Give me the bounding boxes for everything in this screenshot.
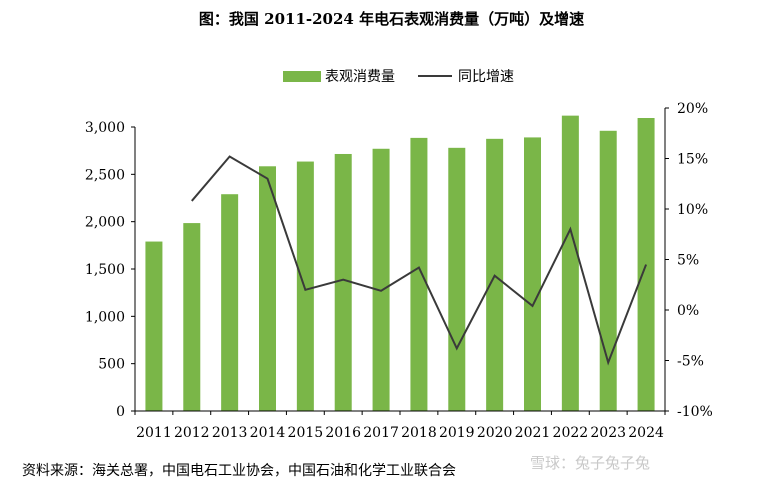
left-axis-tick-label: 0 [116,404,125,420]
bar-2017 [372,148,390,412]
x-axis-tick-label: 2022 [553,425,589,441]
x-axis-tick-label: 2013 [212,425,248,441]
source-note: 资料来源：海关总署，中国电石工业协会，中国石油和化学工业联合会 [22,463,456,479]
right-axis-tick-label: -5% [677,354,704,370]
bar-2012 [183,223,201,411]
bar-2013 [221,194,239,411]
x-axis-tick-label: 2020 [477,425,513,441]
x-axis-tick-label: 2012 [174,425,210,441]
legend-label-consumption: 表观消费量 [325,69,395,85]
legend-item-consumption: 表观消费量 [283,66,395,86]
right-axis-tick-label: 0% [677,303,699,319]
left-axis-tick-label: 3,000 [85,120,125,136]
x-axis-tick-label: 2017 [363,425,399,441]
right-axis-tick-label: 10% [677,202,708,218]
x-axis-tick-label: 2015 [288,425,324,441]
bar-2015 [296,161,314,411]
legend-label-growth: 同比增速 [458,69,514,85]
left-axis-tick-label: 2,000 [85,215,125,231]
x-axis-tick-label: 2019 [439,425,475,441]
bar-2023 [599,130,617,411]
bar-2016 [334,153,352,412]
chart-title: 图：我国 2011-2024 年电石表观消费量（万吨）及增速 [198,10,585,28]
bar-2021 [524,137,541,411]
x-axis-tick-label: 2024 [628,425,664,441]
bar-2014 [259,166,276,411]
x-axis-tick-label: 2018 [401,425,437,441]
left-axis-tick-label: 500 [98,357,125,373]
right-axis-tick-label: 20% [677,101,708,117]
left-axis-tick-label: 1,500 [85,262,125,278]
x-axis-tick-label: 2021 [515,425,551,441]
bar-2022 [561,115,579,411]
legend-bar-swatch [283,70,321,82]
x-axis-tick-label: 2014 [250,425,286,441]
watermark: 雪球：兔子兔子兔 [530,454,651,472]
bar-2018 [410,137,428,412]
right-axis-tick-label: 15% [677,152,708,168]
x-axis-tick-label: 2016 [325,425,361,441]
right-axis-tick-label: -10% [677,404,713,420]
legend-item-growth: 同比增速 [418,66,514,86]
left-axis-tick-label: 2,500 [85,167,125,183]
right-axis-tick-label: 5% [677,253,699,269]
left-axis-tick-label: 1,000 [85,309,125,325]
legend-line-swatch [418,75,452,77]
bar-2019 [448,147,466,411]
chart-legend: 表观消费量 同比增速 [0,66,783,86]
x-axis-tick-label: 2023 [590,425,626,441]
bar-2011 [145,241,163,411]
x-axis-tick-label: 2011 [136,425,172,441]
